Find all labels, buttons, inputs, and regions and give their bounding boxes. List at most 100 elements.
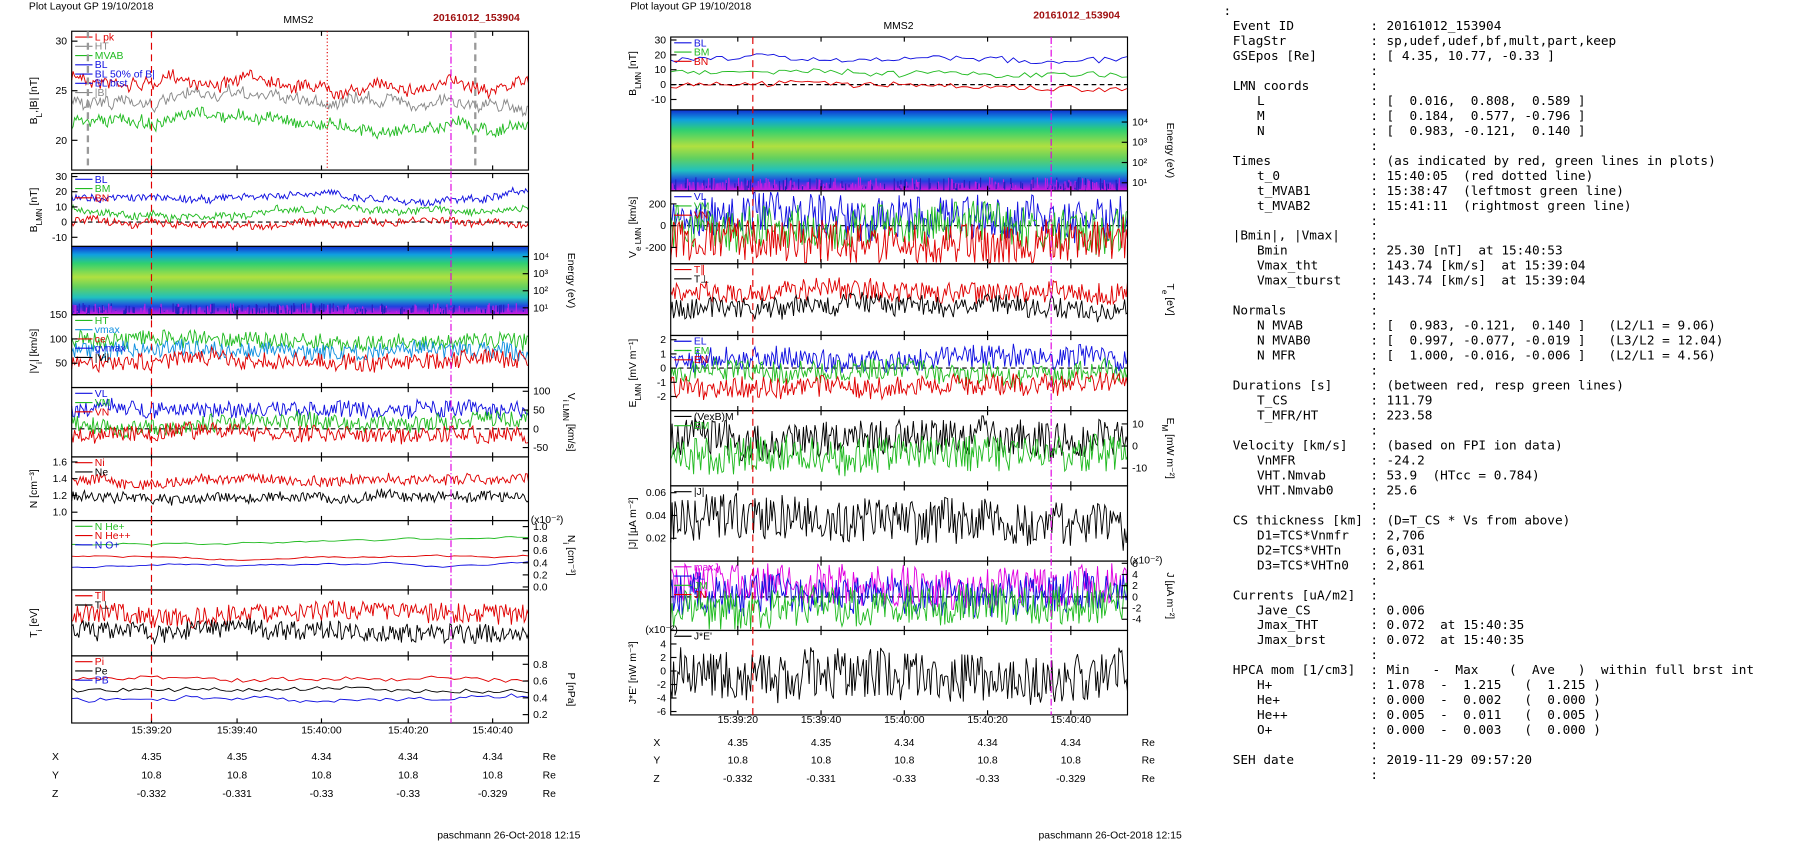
- separator: :: [1370, 393, 1378, 408]
- info-value: [ 1.000, -0.016, -0.006 ] (L2/L1 = 4.56): [1387, 348, 1716, 363]
- info-label: Jave_CS: [1257, 602, 1311, 617]
- y-axis-label-part: Energy (eV): [565, 253, 576, 308]
- y-axis-label-part: ,|B| [nT]: [29, 77, 40, 113]
- y-tick-label: 10²: [1132, 158, 1148, 169]
- trace: [71, 214, 529, 231]
- separator: :: [1370, 108, 1378, 123]
- y-axis-label-part: LMN: [634, 72, 643, 89]
- trace: [71, 686, 529, 694]
- ephemeris-value: 4.34: [977, 738, 997, 749]
- info-label: N: [1257, 123, 1265, 138]
- info-label: Normals: [1233, 303, 1287, 318]
- separator: :: [1370, 18, 1378, 33]
- y-tick-label: 20: [56, 136, 68, 147]
- separator: :: [1370, 348, 1378, 363]
- y-tick-label: 20: [655, 50, 667, 61]
- info-value: 25.30 [nT] at 15:40:53: [1387, 243, 1563, 258]
- info-label: H+: [1257, 677, 1273, 692]
- y-axis-label-part: [km/s]: [565, 421, 576, 452]
- info-value: 53.9 (HTcc = 0.784): [1387, 467, 1540, 482]
- y-tick-label: -50: [533, 443, 548, 454]
- info-label: N MFR: [1257, 348, 1296, 363]
- x-tick-label: 15:40:40: [1051, 715, 1092, 726]
- panel-frame: [670, 485, 1129, 562]
- ephemeris-value: -0.331: [806, 774, 836, 785]
- y-tick-label: 4: [660, 639, 666, 650]
- info-value: (as indicated by red, green lines in plo…: [1387, 153, 1716, 168]
- y-tick-label: 0: [533, 424, 539, 435]
- x-tick-label: 15:39:40: [217, 725, 258, 736]
- y-tick-label: 20: [56, 187, 68, 198]
- y-axis-label-part: [eV]: [1164, 294, 1175, 315]
- panel-frame: [71, 456, 530, 522]
- panel-frame: [71, 589, 530, 657]
- info-value: 143.74 [km/s] at 15:39:04: [1387, 258, 1586, 273]
- y-tick-label: 0.4: [533, 693, 548, 704]
- y-axis-label-part: e LMN: [634, 227, 643, 251]
- info-label: N MVAB: [1257, 318, 1303, 333]
- y-tick-label: 1.6: [53, 457, 68, 468]
- y-tick-label: 200: [649, 199, 667, 210]
- ephemeris-unit: Re: [1142, 738, 1156, 749]
- y-axis-label-part: [nT]: [29, 187, 40, 208]
- ephemeris-value: 10.8: [894, 755, 914, 766]
- legend-label: BL brst: [95, 79, 128, 90]
- info-value: -24.2: [1387, 452, 1425, 467]
- separator: :: [1370, 557, 1378, 572]
- x-tick-label: 15:40:20: [388, 725, 429, 736]
- y-axis-label-part: B: [628, 89, 639, 96]
- legend-label: JN: [694, 590, 707, 601]
- separator: :: [1370, 213, 1378, 228]
- y-axis-label-part: |V: [29, 364, 40, 374]
- y-tick-label: -2: [1132, 604, 1141, 615]
- y-tick-label: -4: [1132, 615, 1141, 626]
- y-axis-label-part: M: [1160, 425, 1169, 432]
- separator: :: [1370, 48, 1378, 63]
- trace: [71, 186, 529, 207]
- y-tick-label: 0: [1132, 442, 1138, 453]
- legend-label: HT: [95, 42, 110, 53]
- ephemeris-value: 4.35: [728, 738, 748, 749]
- info-label: O+: [1257, 722, 1273, 737]
- separator: :: [1370, 632, 1378, 647]
- trace: [670, 53, 1128, 64]
- legend-label: J*E': [694, 632, 712, 643]
- panel-frame: [71, 314, 530, 389]
- trace: [71, 599, 529, 629]
- spectrogram: [71, 246, 529, 315]
- y-tick-label: 30: [56, 172, 68, 183]
- info-label: Bmin: [1257, 243, 1288, 258]
- panel-frame: [670, 629, 1129, 716]
- scale-note: (x10⁻²): [645, 625, 678, 636]
- ephemeris-value: 4.35: [227, 752, 247, 763]
- y-axis-label-part: J [µA m⁻²]: [1164, 572, 1175, 619]
- y-axis-label: Vi LMN [km/s]: [561, 393, 575, 452]
- info-value: 0.005 - 0.011 ( 0.005 ): [1387, 707, 1601, 722]
- y-axis-label-part: N [cm⁻³]: [29, 469, 40, 508]
- legend-label: VM: [95, 398, 111, 409]
- separator: :: [1370, 408, 1378, 423]
- y-tick-label: 0: [660, 364, 666, 375]
- legend-label: N He+: [95, 522, 125, 533]
- separator: :: [1370, 288, 1378, 303]
- ephemeris-value: -0.332: [723, 774, 753, 785]
- legend-label: T⊥: [95, 600, 110, 611]
- info-label: t_MVAB1: [1257, 183, 1311, 198]
- trace: [71, 554, 529, 561]
- separator: :: [1370, 318, 1378, 333]
- trace: [670, 415, 1128, 462]
- legend-label: BL 50% of B|: [95, 70, 155, 81]
- y-tick-label: 1.0: [53, 508, 68, 519]
- info-value: [ 0.983, -0.121, 0.140 ] (L2/L1 = 9.06): [1387, 318, 1716, 333]
- y-axis-label-part: [mV m⁻¹]: [628, 339, 639, 384]
- y-axis-label-part: e: [1160, 290, 1169, 295]
- legend-label: |J|: [694, 487, 705, 498]
- ephemeris-value: 4.34: [483, 752, 503, 763]
- info-value: Min - Max ( Ave ) within full brst int: [1387, 662, 1754, 677]
- separator: :: [1370, 482, 1378, 497]
- info-value: (based on FPI ion data): [1387, 437, 1563, 452]
- separator: :: [1370, 767, 1378, 782]
- info-label: M: [1257, 108, 1265, 123]
- separator: :: [1370, 677, 1378, 692]
- ephemeris-value: -0.329: [478, 789, 508, 800]
